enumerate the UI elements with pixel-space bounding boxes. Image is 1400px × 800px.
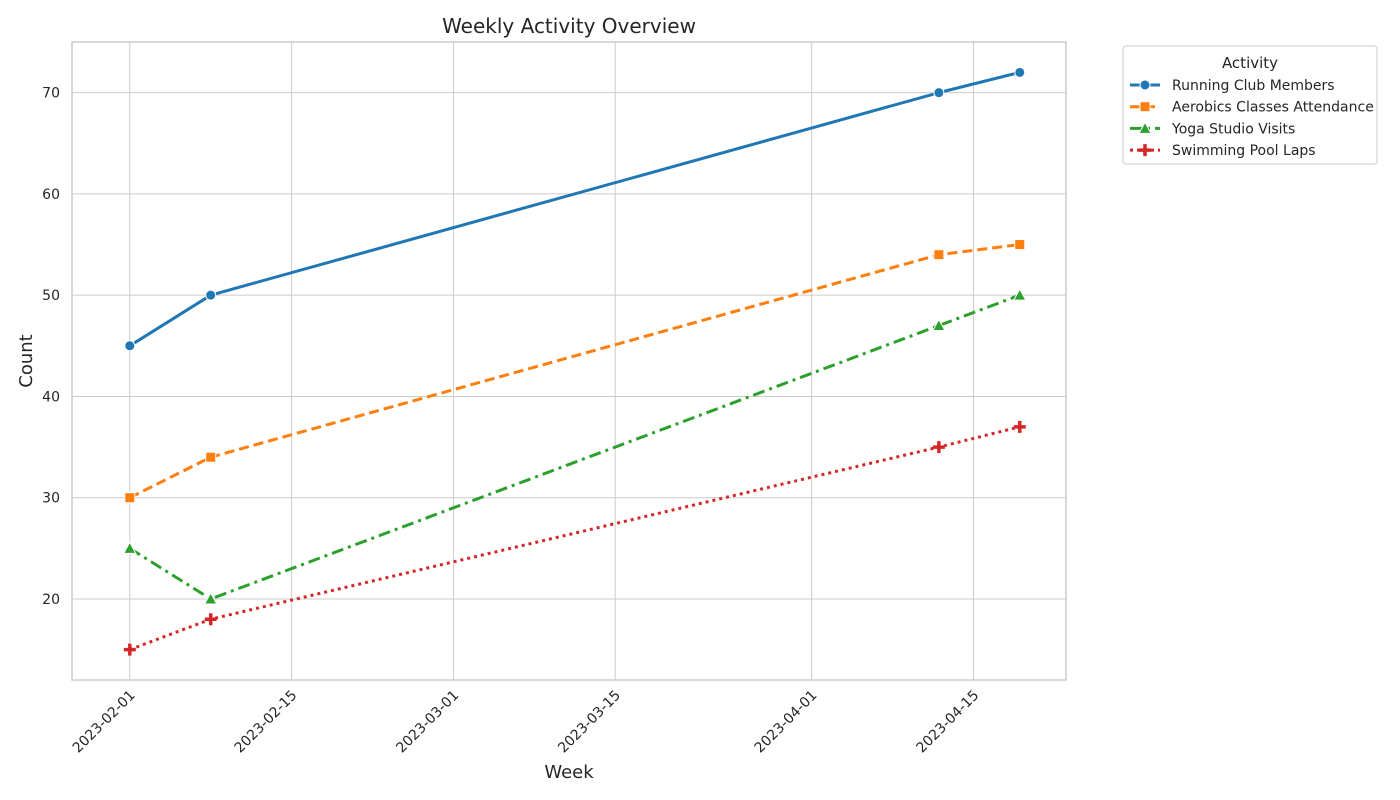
- series-yoga-studio-visits: [122, 288, 1027, 605]
- y-axis-label: Count: [16, 334, 37, 387]
- legend-item: Yoga Studio Visits: [1130, 121, 1295, 137]
- plot-area-frame: [71, 41, 1067, 681]
- data-point: [122, 541, 137, 554]
- grid-lines: [72, 42, 1066, 680]
- legend-label: Aerobics Classes Attendance: [1172, 100, 1374, 116]
- series-line: [129, 425, 1021, 652]
- legend: Activity Running Club Members Aerobics Cl…: [1122, 45, 1378, 165]
- legend-marker: [1139, 79, 1151, 91]
- data-point: [932, 318, 946, 332]
- legend-item: Swimming Pool Laps: [1130, 143, 1316, 159]
- y-axis-ticks: 20 30 40 50 60 70: [42, 86, 60, 608]
- data-point: [932, 441, 945, 454]
- data-series: [122, 66, 1027, 656]
- x-axis-label: Week: [544, 762, 594, 783]
- series-aerobics-classes-attendance: [124, 239, 1026, 504]
- series-line: [128, 293, 1021, 601]
- y-tick-label: 50: [42, 288, 60, 304]
- legend-item: Running Club Members: [1130, 78, 1335, 94]
- series-running-club-members: [124, 66, 1026, 352]
- legend-marker: [1139, 144, 1151, 157]
- legend-item: Aerobics Classes Attendance: [1130, 100, 1374, 116]
- data-point: [204, 613, 217, 626]
- legend-marker: [1139, 101, 1151, 113]
- y-tick-label: 70: [42, 86, 60, 102]
- data-point: [123, 643, 136, 656]
- data-point: [1013, 420, 1026, 433]
- legend-label: Yoga Studio Visits: [1171, 121, 1295, 137]
- data-point: [1014, 66, 1026, 78]
- data-point: [1014, 239, 1026, 251]
- y-tick-label: 20: [42, 592, 60, 608]
- y-tick-label: 40: [42, 389, 60, 405]
- legend-title: Activity: [1222, 54, 1278, 72]
- data-point: [933, 249, 945, 261]
- legend-label: Running Club Members: [1172, 78, 1335, 94]
- y-tick-label: 30: [42, 491, 60, 507]
- data-point: [203, 591, 218, 605]
- chart-title: Weekly Activity Overview: [442, 14, 696, 38]
- data-point: [933, 87, 945, 99]
- legend-box: [1122, 45, 1378, 165]
- y-tick-label: 60: [42, 187, 60, 203]
- series-swimming-pool-laps: [123, 420, 1026, 656]
- legend-marker: [1138, 121, 1152, 134]
- data-point: [205, 451, 217, 463]
- series-line: [128, 70, 1021, 348]
- data-point: [205, 289, 217, 301]
- data-point: [124, 492, 136, 504]
- series-line: [129, 243, 1020, 500]
- legend-label: Swimming Pool Laps: [1172, 143, 1316, 159]
- data-point: [1012, 288, 1027, 301]
- data-point: [124, 340, 136, 352]
